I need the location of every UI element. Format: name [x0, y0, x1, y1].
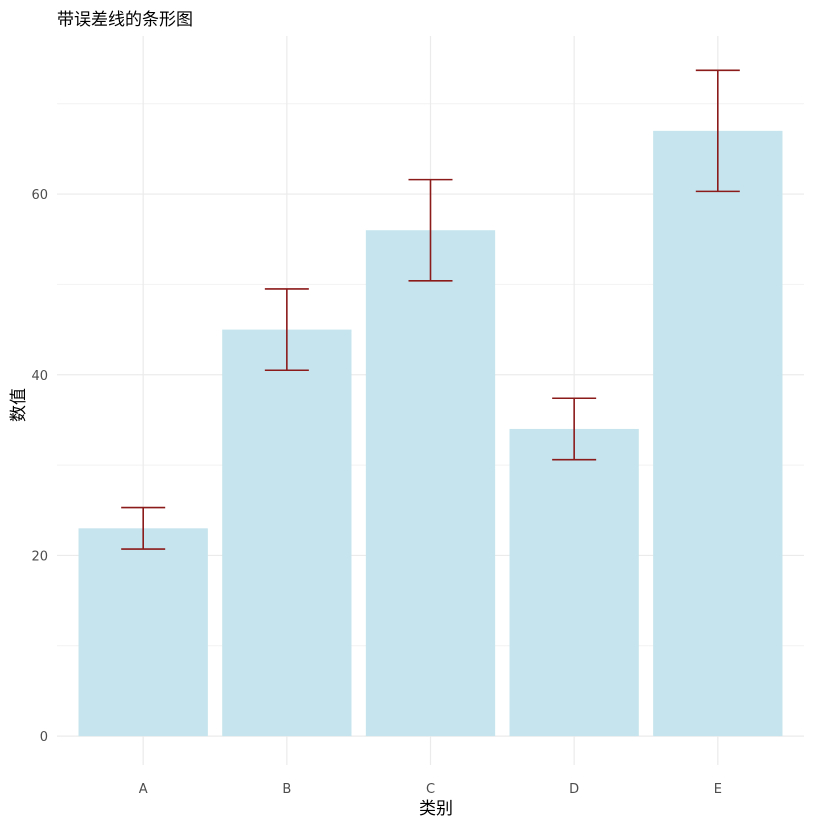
chart-title: 带误差线的条形图: [57, 10, 193, 30]
y-tick-label: 0: [40, 730, 48, 745]
error-bars: [121, 69, 740, 550]
y-tick-label: 20: [31, 549, 48, 564]
y-tick-label: 60: [31, 188, 48, 203]
y-axis-title: 数值: [9, 388, 29, 422]
bar-a: [78, 528, 208, 737]
error-bar-c: [408, 178, 453, 282]
x-axis-ticks: A B C D E: [139, 782, 722, 797]
x-axis-title: 类别: [419, 799, 453, 819]
x-tick-label: E: [714, 782, 722, 797]
x-tick-label: A: [139, 782, 148, 797]
error-bar-e: [695, 69, 740, 193]
bars: [78, 130, 783, 737]
error-bar-b: [264, 288, 309, 372]
error-bar-a: [121, 506, 166, 550]
x-tick-label: C: [426, 782, 435, 797]
x-tick-label: B: [282, 782, 291, 797]
bar-b: [222, 329, 352, 737]
x-tick-label: D: [569, 782, 579, 797]
y-tick-label: 40: [31, 369, 48, 384]
y-axis-ticks: 0 20 40 60: [31, 188, 48, 745]
error-bar-d: [552, 397, 597, 461]
bar-c: [365, 230, 496, 737]
bar-d: [509, 428, 639, 737]
bar-e: [653, 130, 783, 737]
